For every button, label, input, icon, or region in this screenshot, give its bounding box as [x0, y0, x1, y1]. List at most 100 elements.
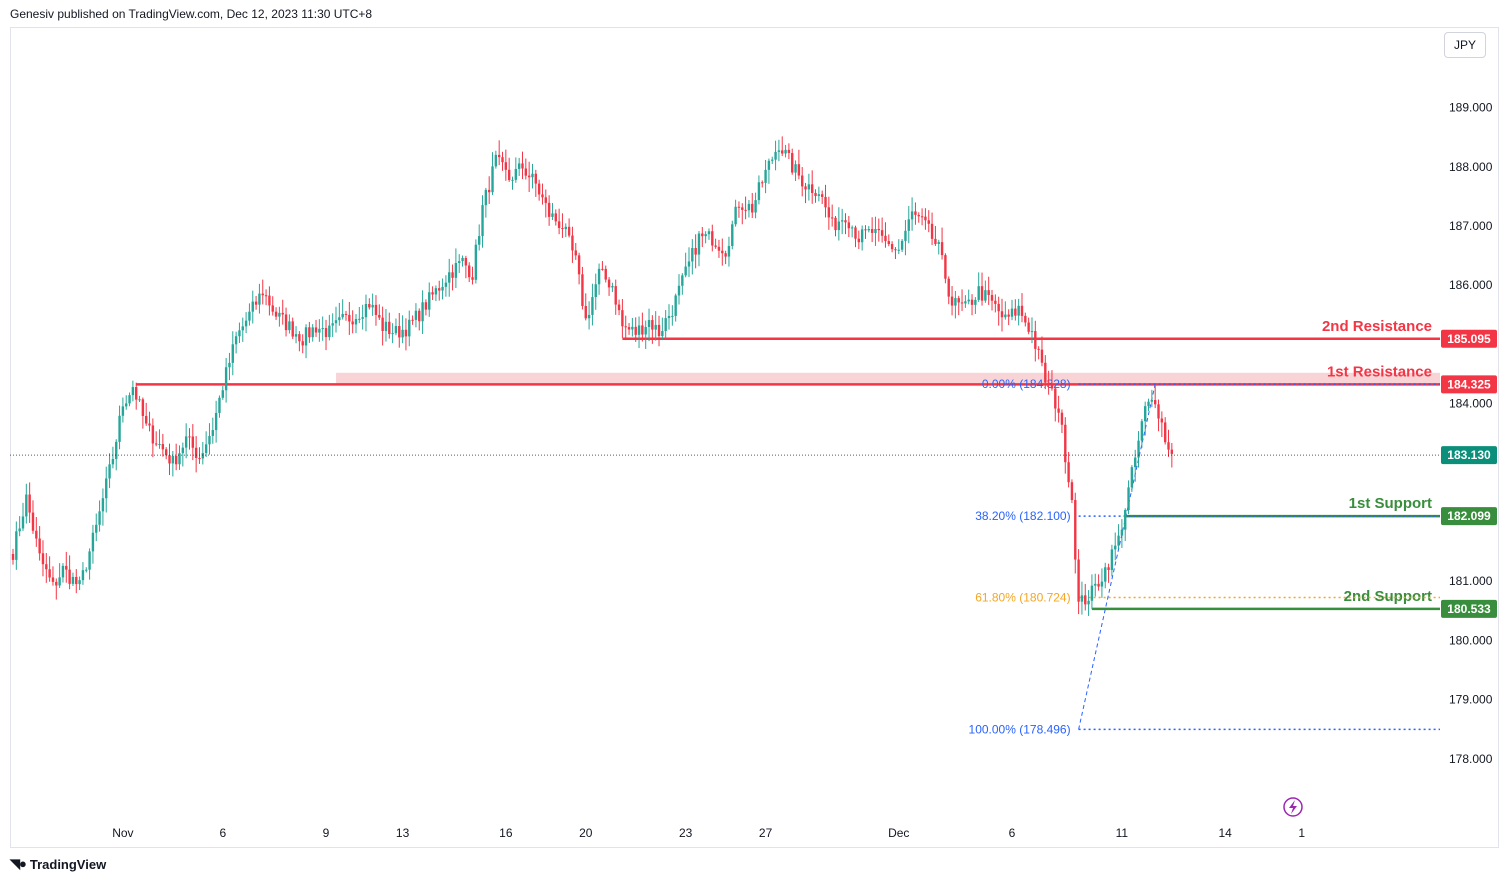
candle-body — [321, 328, 324, 330]
candle-body — [601, 268, 604, 270]
candle-body — [438, 288, 441, 291]
x-tick-label: 13 — [396, 826, 410, 840]
candle-body — [184, 436, 188, 448]
candle-body — [984, 290, 987, 301]
candle-body — [937, 242, 940, 244]
candle-body — [754, 200, 757, 213]
publish-header: Genesiv published on TradingView.com, De… — [10, 7, 373, 21]
candle-body — [924, 216, 927, 221]
y-tick-label: 188.000 — [1449, 160, 1493, 174]
candle-body — [997, 303, 1000, 312]
x-tick-label: 11 — [1116, 826, 1129, 840]
candle-body — [494, 154, 498, 167]
candle-body — [1114, 545, 1117, 550]
candle-body — [428, 292, 431, 310]
candle-body — [1047, 382, 1050, 385]
candle-body — [994, 300, 997, 304]
candle-body — [671, 315, 674, 317]
candle-body — [491, 166, 494, 193]
candle-body — [511, 179, 514, 181]
candle-body — [95, 524, 98, 533]
chart-frame[interactable] — [10, 27, 1499, 848]
candle-body — [584, 305, 587, 319]
candle-body — [1100, 581, 1104, 587]
candle-body — [311, 327, 314, 338]
candle-body — [910, 211, 914, 220]
candle-body — [241, 326, 244, 331]
candle-body — [781, 150, 784, 154]
candle-body — [244, 320, 248, 327]
price-axis[interactable]: 189.000 188.000 187.000 186.000 184.000 181.0… — [1449, 101, 1493, 766]
candle-body — [1060, 412, 1064, 425]
candle-body — [58, 577, 61, 586]
candle-body — [1027, 322, 1030, 332]
candle-body — [61, 565, 65, 578]
candle-body — [707, 231, 711, 235]
candle-body — [31, 512, 35, 531]
fibonacci-retracement[interactable]: 0.00% (184.328) 38.20% (182.100) 61.80% (1… — [969, 377, 1440, 736]
candle-body — [371, 304, 374, 308]
candle-body — [1004, 314, 1007, 318]
candle-body — [980, 286, 984, 301]
candle-body — [25, 494, 28, 517]
candle-body — [504, 162, 508, 170]
candle-body — [817, 194, 821, 196]
support-label: 2nd Support — [1344, 588, 1432, 605]
candle-body — [1094, 583, 1097, 586]
candle-body — [734, 206, 737, 225]
candle-body — [348, 314, 351, 322]
candle-body — [900, 240, 904, 250]
candle-body — [138, 399, 141, 401]
candle-body — [807, 184, 811, 190]
tradingview-logo[interactable]: ◥● TradingView — [10, 856, 106, 872]
candle-body — [544, 197, 547, 203]
candle-body — [384, 321, 388, 331]
candle-body — [248, 311, 251, 321]
candle-body — [381, 317, 384, 331]
candle-body — [847, 222, 851, 229]
y-tick-label: 179.000 — [1449, 693, 1493, 707]
candle-body — [98, 511, 101, 525]
candle-body — [314, 327, 318, 333]
candle-body — [870, 229, 874, 233]
candle-body — [797, 164, 801, 176]
candle-body — [1110, 549, 1114, 570]
candle-body — [258, 293, 261, 305]
candle-body — [1120, 529, 1124, 536]
candle-body — [507, 169, 511, 180]
candle-body — [398, 326, 401, 338]
candle-body — [934, 238, 937, 244]
candle-body — [651, 320, 654, 330]
candle-body — [814, 192, 817, 196]
candle-body — [501, 157, 504, 163]
candle-body — [35, 530, 38, 539]
candle-body — [145, 415, 148, 424]
fib-level-label: 0.00% (184.328) — [982, 377, 1071, 391]
candle-body — [1107, 567, 1110, 570]
candle-body — [634, 326, 637, 335]
candle-body — [794, 164, 797, 173]
currency-button[interactable]: JPY — [1444, 32, 1486, 58]
x-tick-label: Dec — [888, 826, 909, 840]
candle-body — [1170, 449, 1174, 454]
candle-body — [487, 189, 491, 193]
candle-body — [537, 183, 541, 195]
candle-body — [388, 321, 391, 334]
candle-body — [474, 244, 478, 280]
y-tick-label: 184.000 — [1449, 397, 1493, 411]
time-axis[interactable]: Nov 6 9 13 16 20 23 27 Dec 6 11 14 1 — [112, 826, 1305, 840]
lightning-icon[interactable] — [1283, 797, 1303, 817]
candle-body — [880, 230, 884, 236]
candle-body — [264, 295, 268, 297]
x-tick-label: 6 — [1009, 826, 1016, 840]
candle-body — [351, 321, 354, 325]
candle-body — [1014, 308, 1017, 316]
candle-body — [547, 202, 551, 217]
candle-body — [1067, 462, 1070, 483]
candle-body — [844, 220, 847, 223]
candle-body — [577, 255, 581, 275]
candle-body — [294, 334, 298, 337]
candle-body — [597, 268, 601, 285]
candle-body — [288, 321, 291, 331]
